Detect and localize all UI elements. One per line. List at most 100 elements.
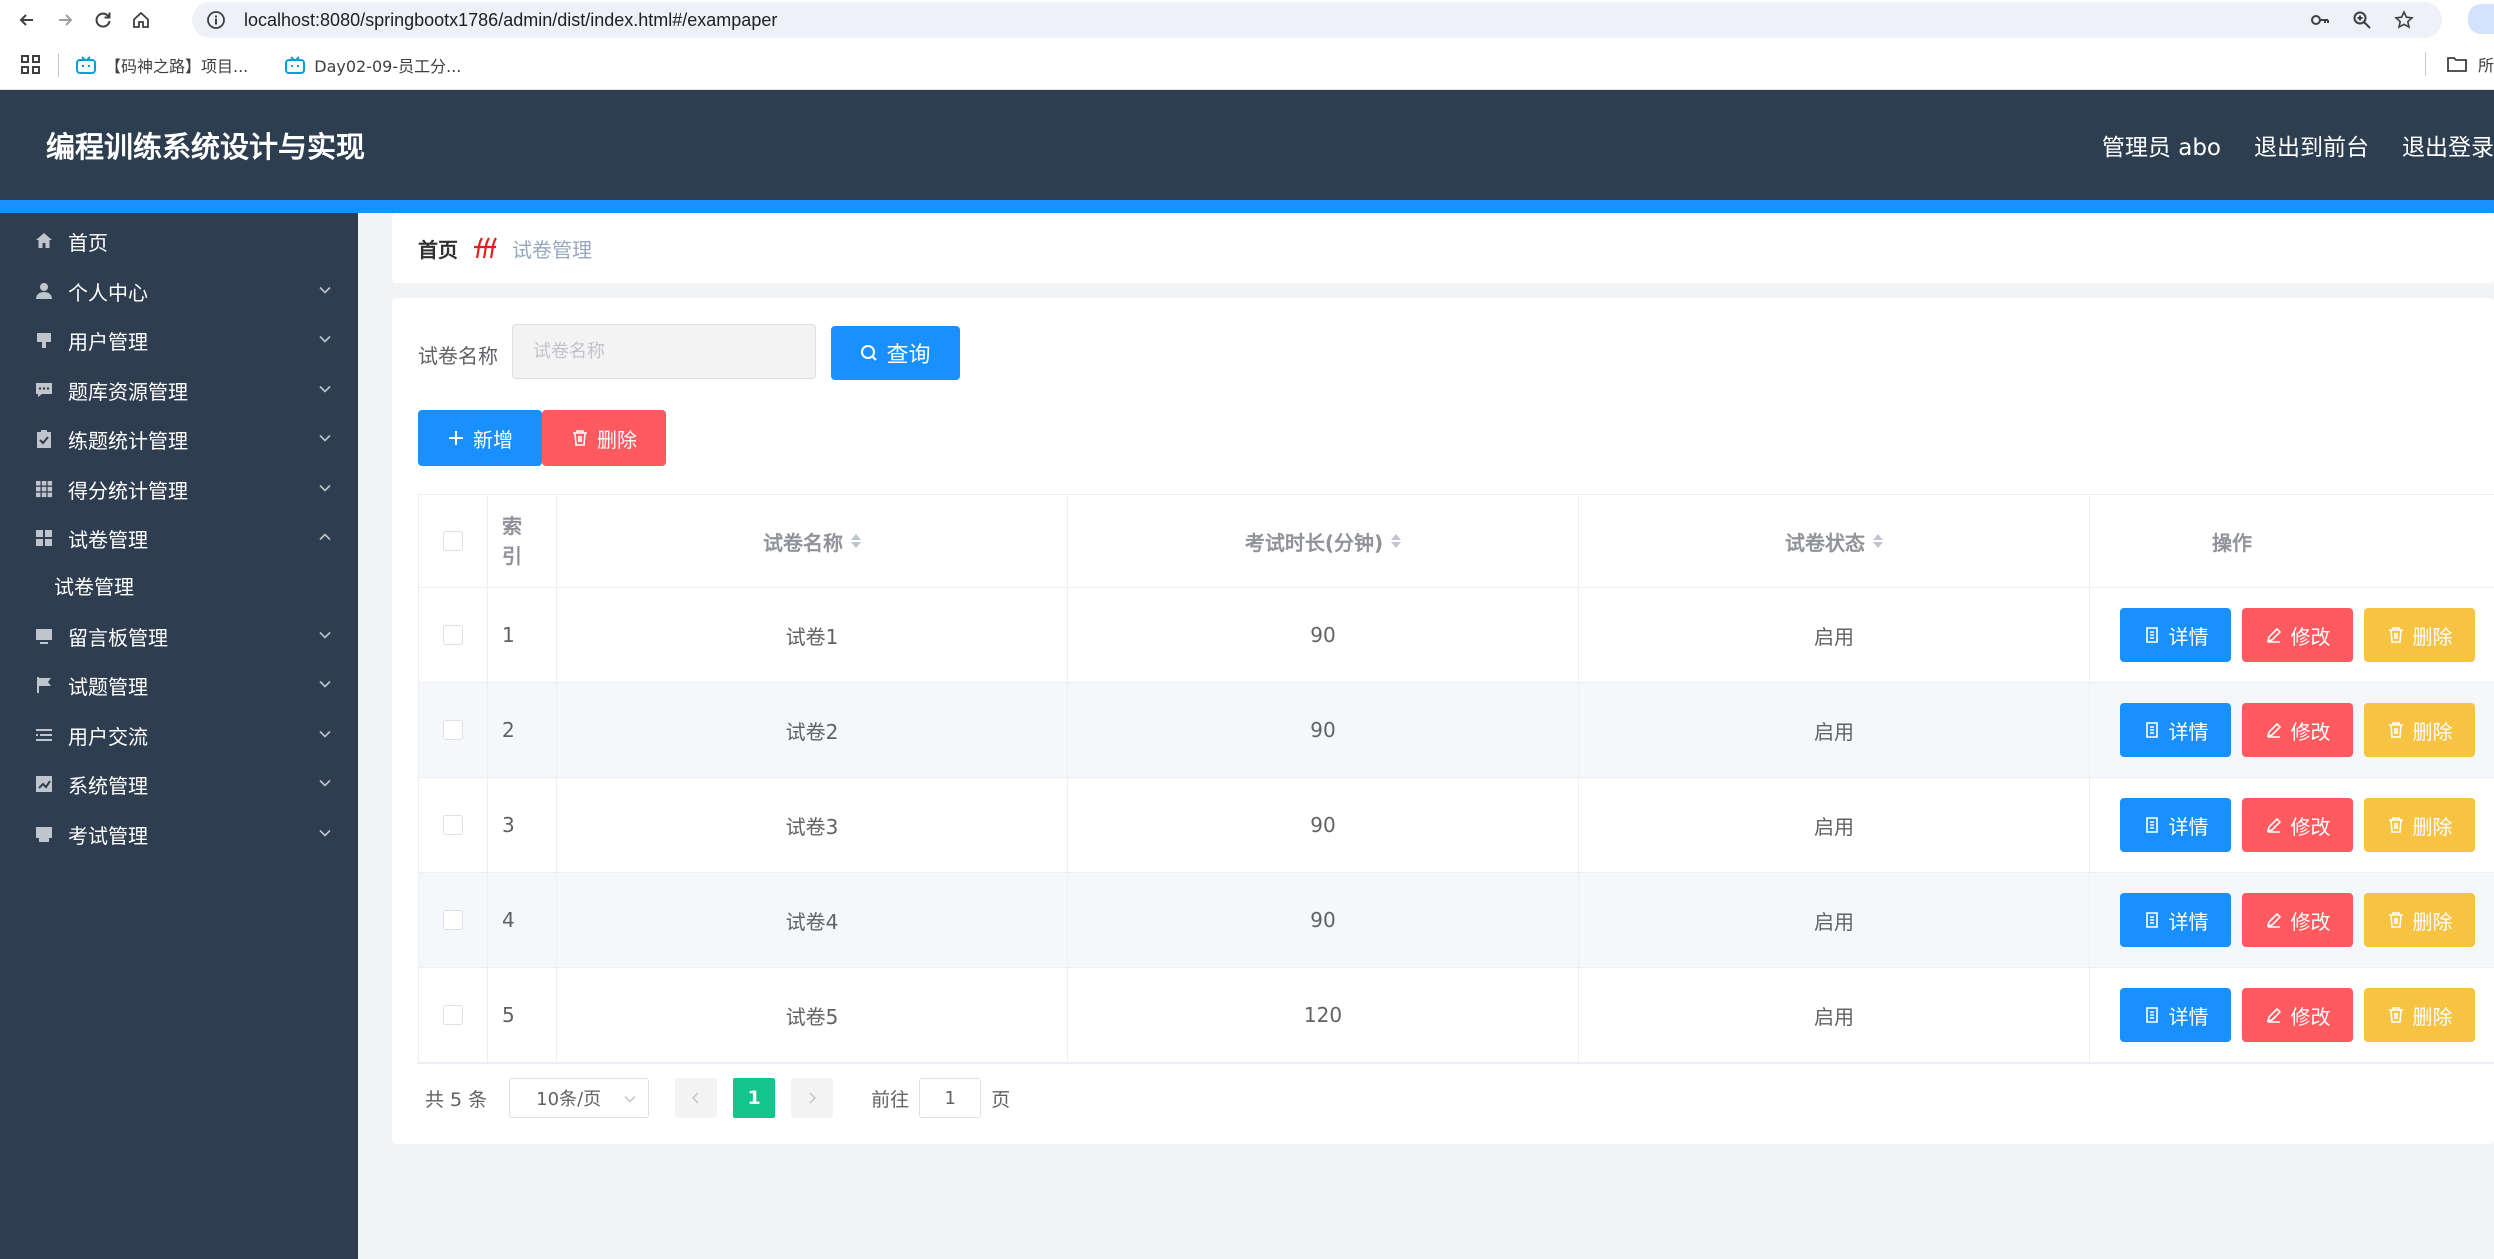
edit-button[interactable]: 修改 bbox=[2242, 798, 2353, 852]
app-header: 编程训练系统设计与实现 管理员 abo 退出到前台 退出登录 bbox=[0, 90, 2494, 200]
sort-icon[interactable] bbox=[1391, 534, 1402, 548]
breadcrumb: 首页 试卷管理 bbox=[392, 213, 2494, 283]
column-header-index: 索 引 bbox=[502, 514, 522, 568]
sort-icon[interactable] bbox=[851, 534, 861, 548]
chevron-down-icon bbox=[319, 680, 331, 688]
column-header-status[interactable]: 试卷状态 bbox=[1579, 495, 2090, 587]
delete-button[interactable]: 删除 bbox=[2364, 608, 2475, 662]
chevron-down-icon bbox=[319, 631, 331, 639]
chevron-down-icon bbox=[319, 779, 331, 787]
arrow-left-icon bbox=[19, 14, 33, 26]
edit-button[interactable]: 修改 bbox=[2242, 703, 2353, 757]
table-row: 4 试卷4 90 启用 详情 修改 删除 bbox=[419, 873, 2494, 968]
table-row: 5 试卷5 120 启用 详情 修改 删除 bbox=[419, 968, 2494, 1063]
profile-avatar[interactable] bbox=[2468, 4, 2494, 34]
sidebar-item-label: 用户管理 bbox=[68, 329, 148, 354]
chevron-down-icon bbox=[624, 1095, 636, 1103]
house-icon bbox=[133, 11, 149, 28]
select-all-checkbox[interactable] bbox=[443, 531, 463, 551]
goto-page-input[interactable] bbox=[919, 1078, 982, 1118]
batch-delete-button-label: 删除 bbox=[597, 427, 637, 452]
address-bar[interactable]: localhost:8080/springbootx1786/admin/dis… bbox=[192, 2, 2442, 38]
query-button[interactable]: 查询 bbox=[831, 326, 960, 380]
sidebar-item-user-management[interactable]: 用户管理 bbox=[0, 312, 358, 368]
delete-button[interactable]: 删除 bbox=[2364, 988, 2475, 1042]
row-checkbox[interactable] bbox=[443, 1005, 463, 1025]
home-button[interactable] bbox=[122, 1, 160, 39]
add-button[interactable]: 新增 bbox=[418, 410, 542, 466]
edit-button[interactable]: 修改 bbox=[2242, 893, 2353, 947]
goto-label: 前往 bbox=[871, 1088, 910, 1111]
search-input[interactable] bbox=[512, 324, 816, 379]
prev-page-button[interactable] bbox=[675, 1078, 718, 1118]
bilibili-icon bbox=[76, 55, 96, 74]
sidebar-item-score-stats[interactable]: 得分统计管理 bbox=[0, 461, 358, 517]
sidebar-item-message-board[interactable]: 留言板管理 bbox=[0, 608, 358, 664]
column-header-duration[interactable]: 考试时长(分钟) bbox=[1068, 495, 1579, 587]
row-checkbox[interactable] bbox=[443, 625, 463, 645]
sidebar-item-question-bank[interactable]: 题库资源管理 bbox=[0, 362, 358, 418]
next-page-button[interactable] bbox=[791, 1078, 834, 1118]
plus-icon bbox=[449, 431, 463, 445]
apps-grid-icon[interactable] bbox=[20, 54, 42, 76]
sidebar-subitem-exam-paper[interactable]: 试卷管理 bbox=[54, 574, 134, 599]
trash-icon bbox=[2388, 1007, 2403, 1023]
sidebar-item-label: 个人中心 bbox=[68, 280, 148, 305]
trash-icon bbox=[2388, 627, 2403, 643]
sidebar-item-system-management[interactable]: 系统管理 bbox=[0, 756, 358, 812]
all-bookmarks[interactable]: 所 bbox=[2424, 52, 2494, 76]
forward-button[interactable] bbox=[46, 1, 84, 39]
url-text[interactable]: localhost:8080/springbootx1786/admin/dis… bbox=[244, 9, 778, 30]
sidebar-item-practice-stats[interactable]: 练题统计管理 bbox=[0, 411, 358, 467]
reload-button[interactable] bbox=[84, 1, 122, 39]
sidebar-item-label: 题库资源管理 bbox=[68, 379, 188, 404]
row-checkbox[interactable] bbox=[443, 720, 463, 740]
bookmark-item[interactable]: 【码神之路】项目... bbox=[75, 53, 248, 77]
sidebar-item-exam-paper[interactable]: 试卷管理 bbox=[0, 510, 358, 566]
sidebar-item-exam-management[interactable]: 考试管理 bbox=[0, 806, 358, 862]
page-number-active[interactable]: 1 bbox=[733, 1078, 776, 1118]
sidebar-item-personal-center[interactable]: 个人中心 bbox=[0, 263, 358, 319]
sidebar-item-question-management[interactable]: 试题管理 bbox=[0, 657, 358, 713]
detail-button[interactable]: 详情 bbox=[2120, 988, 2231, 1042]
document-icon bbox=[2145, 627, 2158, 643]
monitor-icon bbox=[34, 626, 54, 646]
detail-button[interactable]: 详情 bbox=[2120, 608, 2231, 662]
detail-button[interactable]: 详情 bbox=[2120, 798, 2231, 852]
sort-icon[interactable] bbox=[1873, 534, 1883, 548]
sidebar-item-label: 用户交流 bbox=[68, 724, 148, 749]
table-row: 1 试卷1 90 启用 详情 修改 删除 bbox=[419, 588, 2494, 683]
bookmark-item[interactable]: Day02-09-员工分... bbox=[284, 53, 461, 77]
edit-button[interactable]: 修改 bbox=[2242, 608, 2353, 662]
sidebar-item-label: 练题统计管理 bbox=[68, 428, 188, 453]
current-user: 管理员 abo bbox=[2101, 135, 2221, 161]
edit-icon bbox=[2266, 627, 2281, 643]
reload-icon bbox=[95, 12, 111, 28]
sidebar-item-user-exchange[interactable]: 用户交流 bbox=[0, 707, 358, 763]
back-button[interactable] bbox=[8, 1, 46, 39]
row-checkbox[interactable] bbox=[443, 910, 463, 930]
column-header-name[interactable]: 试卷名称 bbox=[557, 495, 1068, 587]
delete-button[interactable]: 删除 bbox=[2364, 798, 2475, 852]
detail-button[interactable]: 详情 bbox=[2120, 893, 2231, 947]
exit-to-front-link[interactable]: 退出到前台 bbox=[2254, 135, 2369, 161]
delete-button[interactable]: 删除 bbox=[2364, 703, 2475, 757]
zoom-icon[interactable] bbox=[2352, 10, 2372, 30]
chevron-down-icon bbox=[319, 484, 331, 492]
breadcrumb-home[interactable]: 首页 bbox=[418, 237, 458, 262]
star-icon[interactable] bbox=[2394, 10, 2414, 30]
info-icon[interactable] bbox=[206, 10, 226, 30]
logout-link[interactable]: 退出登录 bbox=[2402, 135, 2494, 161]
batch-delete-button[interactable]: 删除 bbox=[542, 410, 666, 466]
page-size-select[interactable]: 10条/页 bbox=[509, 1078, 650, 1118]
query-button-label: 查询 bbox=[886, 343, 931, 368]
delete-button[interactable]: 删除 bbox=[2364, 893, 2475, 947]
sidebar-item-home[interactable]: 首页 bbox=[0, 213, 358, 269]
document-icon bbox=[2145, 912, 2158, 928]
edit-button[interactable]: 修改 bbox=[2242, 988, 2353, 1042]
search-label: 试卷名称 bbox=[418, 344, 498, 368]
row-checkbox[interactable] bbox=[443, 815, 463, 835]
edit-icon bbox=[2266, 1007, 2281, 1023]
key-icon[interactable] bbox=[2310, 10, 2330, 30]
detail-button[interactable]: 详情 bbox=[2120, 703, 2231, 757]
